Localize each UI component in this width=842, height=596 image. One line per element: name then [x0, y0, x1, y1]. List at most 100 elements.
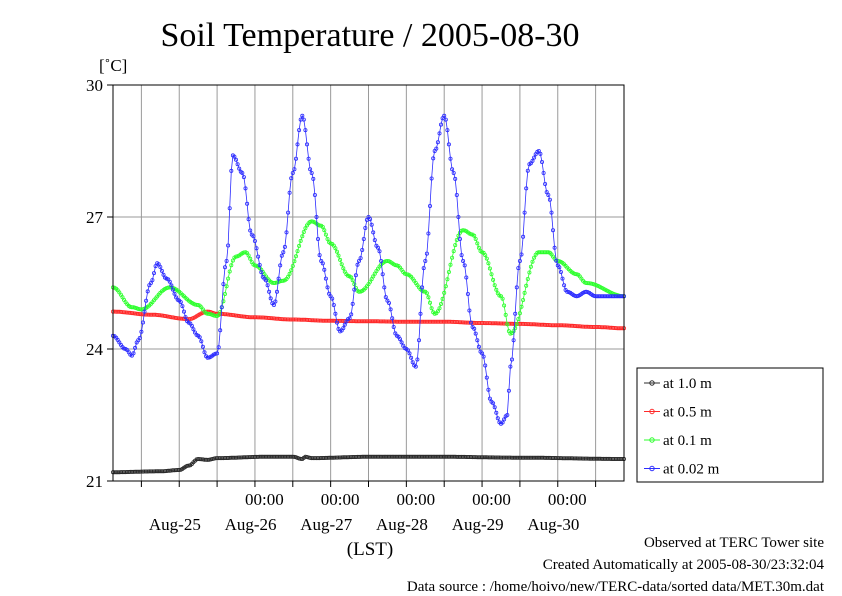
series-point — [415, 357, 420, 362]
series-point — [495, 416, 500, 421]
series-point — [379, 258, 384, 263]
series-point — [372, 238, 377, 243]
series-point — [170, 287, 175, 292]
series-point — [527, 270, 532, 275]
series-point — [383, 295, 388, 300]
series-point — [427, 300, 432, 305]
series-point — [492, 405, 497, 410]
series-point — [243, 186, 248, 191]
series-point — [221, 299, 226, 304]
series-point — [546, 192, 551, 197]
series-point — [222, 265, 227, 270]
series-point — [476, 245, 481, 250]
series-point — [229, 263, 234, 268]
series-point — [263, 278, 268, 283]
series-point — [341, 266, 346, 271]
series-point — [431, 156, 436, 161]
series-point — [350, 301, 355, 306]
series-point — [445, 128, 450, 133]
series-point — [369, 222, 374, 227]
series-point — [494, 287, 499, 292]
series-point — [505, 322, 510, 327]
series-point — [508, 364, 513, 369]
series-point — [336, 253, 341, 258]
series-point — [405, 348, 410, 353]
series-point — [549, 210, 554, 215]
series-point — [483, 363, 488, 368]
series-point — [257, 262, 262, 267]
legend-label: at 1.0 m — [663, 376, 712, 392]
y-tick-label: 30 — [86, 76, 103, 95]
series-point — [251, 234, 256, 239]
series-point — [486, 387, 491, 392]
series-point — [189, 323, 194, 328]
series-point — [325, 285, 330, 290]
series-point — [186, 463, 191, 468]
legend: at 1.0 m at 0.5 m at 0.1 m at 0.02 m — [636, 367, 824, 483]
series-point — [426, 295, 431, 300]
series-point — [475, 338, 480, 343]
series-point — [491, 401, 496, 406]
series-point — [295, 249, 300, 254]
series-point — [181, 309, 186, 314]
series-point — [290, 263, 295, 268]
series-point — [453, 176, 458, 181]
series-point — [524, 283, 529, 288]
series-point — [279, 253, 284, 258]
x-time-label: 00:00 — [245, 490, 284, 509]
series-point — [142, 309, 147, 314]
series-point — [426, 231, 431, 236]
x-date-label: Aug-28 — [376, 515, 428, 534]
series-point — [298, 238, 303, 243]
series-point — [150, 278, 155, 283]
series-point — [222, 291, 227, 296]
series-point — [434, 146, 439, 151]
series-point — [158, 264, 163, 269]
series-point — [532, 155, 537, 160]
series-point — [330, 296, 335, 301]
series-point — [169, 283, 174, 288]
series-point — [502, 303, 507, 308]
series-point — [334, 249, 339, 254]
series-point — [554, 258, 559, 263]
x-date-label: Aug-26 — [225, 515, 277, 534]
series-point — [368, 217, 373, 222]
series-point — [438, 301, 443, 306]
series-point — [240, 170, 245, 175]
series-point — [442, 290, 447, 295]
series-point — [300, 234, 305, 239]
series-point — [259, 270, 264, 275]
series-point — [513, 326, 518, 331]
legend-label: at 0.02 m — [663, 462, 720, 478]
series-point — [557, 265, 562, 270]
series-point — [216, 345, 221, 350]
series-point — [314, 214, 319, 219]
series-point — [304, 142, 309, 147]
series-point — [505, 412, 510, 417]
series-point — [467, 308, 472, 313]
legend-frame — [636, 367, 824, 483]
series-point — [350, 278, 355, 283]
x-date-label: Aug-25 — [149, 515, 201, 534]
series-point — [388, 307, 393, 312]
series-point — [202, 350, 207, 355]
series-point — [522, 290, 527, 295]
series-point — [509, 357, 514, 362]
series-point — [519, 304, 524, 309]
series-point — [256, 254, 261, 259]
series-point — [317, 253, 322, 258]
series-point — [287, 271, 292, 276]
series-point — [297, 243, 302, 248]
series-point — [532, 255, 537, 260]
series-point — [183, 315, 188, 320]
series-layer — [111, 113, 627, 475]
series-point — [137, 335, 142, 340]
series-point — [506, 388, 511, 393]
series-point — [323, 276, 328, 281]
series-point — [245, 201, 250, 206]
series-point — [409, 355, 414, 360]
series-point — [139, 329, 144, 334]
series-point — [290, 170, 295, 175]
series-point — [410, 360, 415, 365]
chart-title: Soil Temperature / 2005-08-30 — [160, 17, 579, 54]
